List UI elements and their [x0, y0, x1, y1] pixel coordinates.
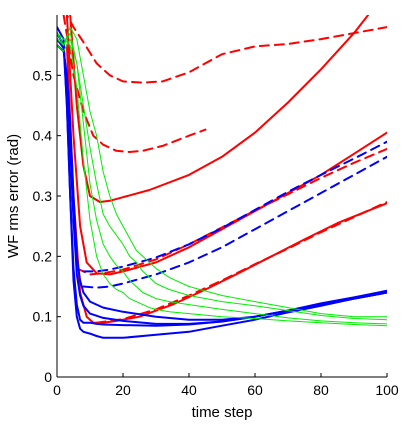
- series-line-red-3: [69, 15, 370, 203]
- series-line-green-16: [57, 32, 387, 325]
- y-tick-label: 0.1: [33, 309, 53, 325]
- x-tick-label: 80: [313, 382, 329, 398]
- series-line-red-7: [95, 201, 387, 324]
- series-line-green-15: [57, 38, 387, 321]
- x-tick-label: 40: [181, 382, 197, 398]
- y-tick-label: 0.5: [33, 67, 53, 83]
- series-line-blue-9: [82, 155, 387, 289]
- series-line-blue-13: [57, 26, 387, 339]
- series-line-red-2: [62, 15, 207, 153]
- series-line-green-17: [57, 32, 387, 327]
- x-tick-label: 20: [115, 382, 131, 398]
- x-tick-label: 100: [375, 382, 399, 398]
- y-tick-label: 0: [44, 369, 52, 385]
- x-axis-label: time step: [192, 404, 253, 421]
- series-layer: [57, 15, 387, 339]
- series-line-green-14: [57, 26, 387, 318]
- y-tick-label: 0.3: [33, 188, 53, 204]
- series-line-red-1: [65, 15, 387, 84]
- x-tick-label: 0: [53, 382, 61, 398]
- tick-layer: 0 20 40 60 80 100 0 0.1 0.2 0.3 0.4 0.5: [33, 67, 399, 398]
- y-tick-label: 0.4: [33, 128, 53, 144]
- y-tick-label: 0.2: [33, 248, 53, 264]
- series-line-blue-8: [82, 140, 387, 273]
- x-tick-label: 60: [247, 382, 263, 398]
- y-axis-label: WF rms error (rad): [5, 134, 22, 258]
